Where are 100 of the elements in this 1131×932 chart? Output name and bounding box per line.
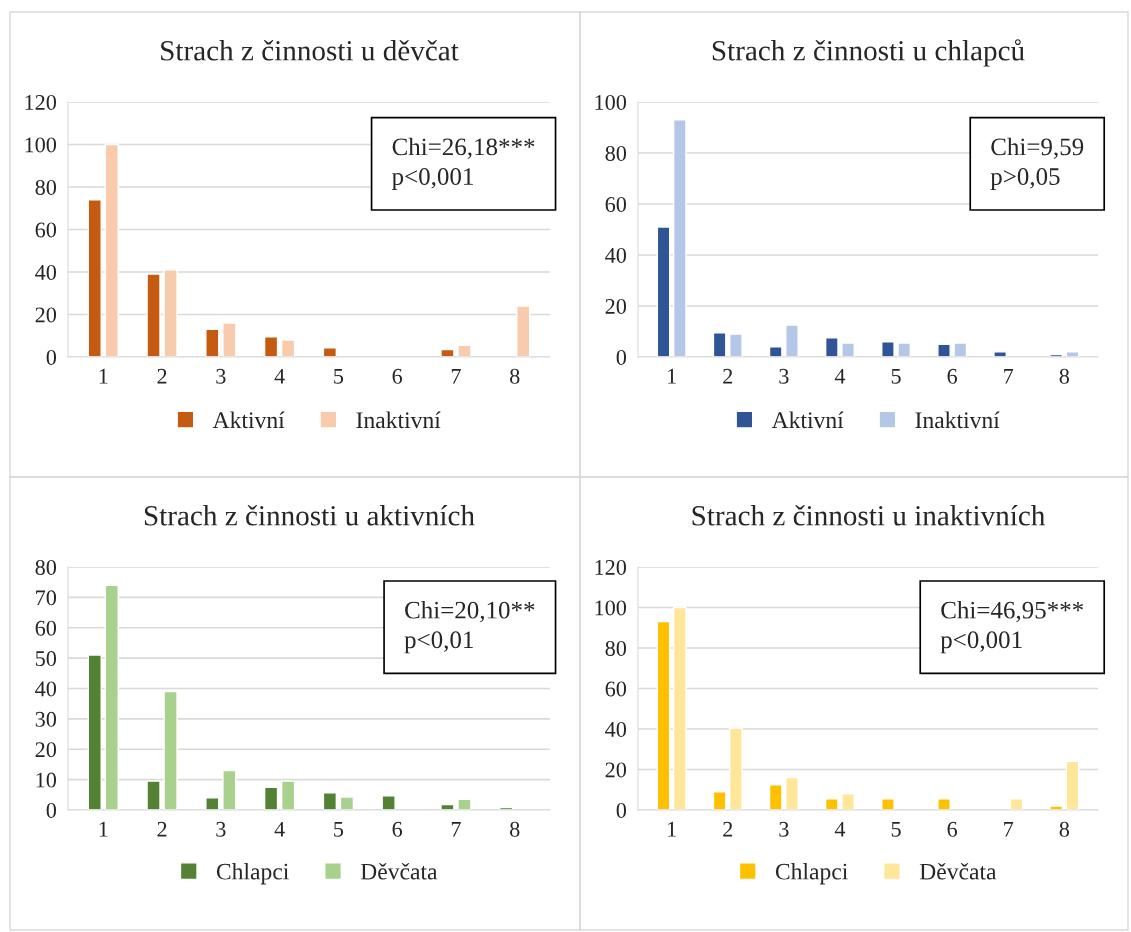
x-tick-label: 4 [274, 821, 285, 837]
y-tick-label: 40 [605, 247, 627, 263]
legend-label: Děvčata [919, 862, 997, 880]
bar [937, 798, 951, 810]
bar [672, 606, 687, 810]
bar [656, 620, 671, 810]
x-tick-label: 6 [392, 368, 403, 384]
bar [222, 322, 237, 357]
bar [881, 341, 895, 357]
chart-title: Strach z činnosti u inaktivních [692, 505, 1046, 526]
y-tick-label: 100 [595, 600, 627, 616]
legend-label: Aktivní [212, 411, 285, 429]
y-tick-label: 80 [605, 640, 627, 656]
x-tick-label: 3 [216, 821, 226, 837]
bar [163, 269, 178, 357]
legend-label: Inaktivní [915, 411, 1000, 429]
x-tick-label: 8 [510, 368, 520, 384]
x-tick-label: 4 [834, 368, 846, 384]
bar [785, 776, 799, 810]
bar [993, 351, 1007, 357]
y-tick-label: 70 [36, 590, 57, 606]
x-tick-label: 4 [834, 821, 846, 837]
x-tick-label: 6 [947, 368, 958, 384]
x-tick-label: 8 [1059, 821, 1070, 837]
bar [729, 333, 743, 357]
y-tick-label: 10 [36, 772, 57, 788]
bar [322, 347, 338, 357]
x-tick-label: 1 [99, 368, 108, 384]
x-tick-label: 8 [510, 821, 520, 837]
x-tick-label: 1 [668, 821, 676, 837]
bar [824, 337, 839, 357]
bar [440, 348, 455, 357]
bar [87, 199, 102, 357]
y-tick-label: 0 [46, 349, 57, 365]
y-tick-label: 100 [595, 94, 627, 110]
legend-label: Chlapci [775, 862, 848, 885]
annotation: Chi=9,59 p>0,05 [990, 137, 1084, 190]
bar [881, 798, 895, 810]
bar [163, 690, 178, 810]
bar [263, 336, 279, 357]
bar [1065, 760, 1080, 810]
bar [937, 343, 951, 357]
x-tick-label: 3 [779, 368, 789, 384]
y-tick-label: 40 [605, 721, 627, 737]
x-tick-label: 5 [891, 368, 901, 384]
x-tick-label: 4 [274, 368, 285, 384]
x-tick-label: 2 [157, 368, 167, 384]
annotation: Chi=26,18*** p<0,001 [391, 137, 535, 190]
y-tick-label: 40 [35, 681, 57, 697]
legend-label: Chlapci [216, 862, 289, 885]
x-tick-label: 3 [779, 821, 789, 837]
x-tick-label: 2 [723, 821, 733, 837]
x-tick-label: 5 [334, 821, 344, 837]
y-tick-label: 20 [35, 742, 57, 758]
y-tick-label: 100 [25, 137, 57, 153]
x-tick-label: 1 [668, 368, 676, 384]
x-tick-label: 8 [1059, 368, 1070, 384]
y-tick-label: 0 [616, 349, 627, 365]
bar [768, 346, 783, 357]
bar [656, 226, 671, 357]
bar [953, 342, 968, 357]
x-tick-label: 2 [157, 821, 167, 837]
bar [222, 769, 237, 810]
y-tick-label: 20 [35, 307, 57, 323]
y-tick-label: 60 [35, 222, 57, 238]
bar [280, 339, 296, 357]
bar [457, 798, 472, 810]
bar [104, 584, 119, 810]
bar [768, 783, 783, 810]
chart-title: Strach z činnosti u aktivních [144, 505, 475, 526]
bar [146, 273, 161, 357]
annotation: Chi=20,10** p<0,01 [404, 601, 535, 654]
chart-title: Strach z činnosti u chlapců [712, 39, 1025, 67]
bar [729, 727, 743, 810]
x-tick-label: 5 [891, 821, 901, 837]
x-tick-label: 7 [1004, 821, 1014, 837]
bar [841, 793, 855, 810]
y-tick-label: 60 [605, 196, 627, 212]
bar [146, 780, 161, 810]
x-tick-label: 7 [1004, 368, 1014, 384]
y-tick-label: 20 [605, 762, 627, 778]
bar [280, 780, 296, 810]
bar [672, 119, 687, 357]
bar [712, 791, 727, 810]
y-tick-label: 0 [46, 802, 57, 818]
x-tick-label: 1 [99, 821, 108, 837]
chart-title: Strach z činnosti u děvčat [161, 40, 459, 61]
y-tick-label: 30 [35, 711, 57, 727]
x-tick-label: 6 [392, 821, 403, 837]
bar [87, 654, 102, 810]
y-tick-label: 80 [605, 145, 627, 161]
y-tick-label: 40 [35, 264, 57, 280]
bar [263, 786, 279, 810]
y-tick-label: 0 [616, 802, 627, 818]
x-tick-label: 6 [947, 821, 958, 837]
y-tick-label: 60 [35, 620, 57, 636]
bar [104, 143, 119, 357]
y-tick-label: 50 [35, 651, 57, 667]
x-tick-label: 3 [216, 368, 226, 384]
bar [339, 796, 355, 810]
